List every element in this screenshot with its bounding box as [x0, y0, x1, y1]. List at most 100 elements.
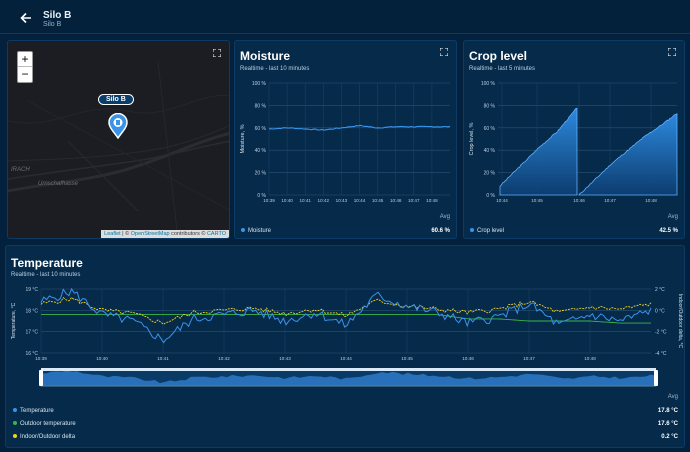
zoom-out-button[interactable]: −	[21, 67, 29, 81]
map-marker-pin-icon[interactable]	[108, 112, 128, 144]
map-place-label: IRACH	[11, 167, 30, 173]
map-tiles	[8, 60, 229, 238]
temperature-subtitle: Realtime - last 10 minutes	[11, 272, 81, 278]
x-tick-label: 10:42	[318, 198, 330, 203]
legend-moisture[interactable]: Moisture	[241, 228, 271, 234]
y-axis-label: Temperature, °C	[11, 302, 17, 339]
y-tick-label: 0 %	[486, 193, 495, 199]
y-tick-label: 40 %	[255, 148, 267, 154]
fullscreen-icon[interactable]	[213, 49, 221, 57]
x-tick-label: 10:41	[299, 198, 311, 203]
y2-tick-label: -2 °C	[655, 330, 667, 336]
crop-level-chart[interactable]: 100 % 80 % 60 % 40 % 20 % 0 %10:44 10:45 10:46 1…	[464, 71, 685, 239]
map-widget[interactable]: IRACH Urnschafhasse + − Silo B Leaflet |…	[7, 40, 230, 239]
temperature-series-line	[40, 287, 652, 344]
y-tick-label: 40 %	[484, 148, 496, 154]
attribution-leaflet-link[interactable]: Leaflet	[104, 231, 121, 237]
moisture-subtitle: Realtime - last 10 minutes	[240, 66, 310, 72]
y2-tick-label: -4 °C	[655, 351, 667, 357]
avg-header: Avg	[667, 214, 678, 220]
x-tick-label: 10:45	[531, 198, 543, 203]
attribution-osm-link[interactable]: OpenStreetMap	[130, 231, 170, 237]
avg-header: Avg	[667, 394, 678, 400]
delta-avg-value: 0.2 °C	[661, 434, 678, 440]
temperature-avg-value: 17.8 °C	[657, 408, 678, 414]
x-tick-label: 10:48	[645, 198, 657, 203]
x-tick-label: 10:44	[496, 198, 508, 203]
x-tick-label: 10:46	[462, 356, 474, 361]
legend-outdoor-temperature[interactable]: Outdoor temperature	[13, 421, 76, 427]
outdoor-temperature-avg-value: 17.6 °C	[657, 421, 678, 427]
x-tick-label: 10:44	[354, 198, 366, 203]
temperature-title: Temperature	[11, 256, 83, 270]
temperature-card: Temperature Realtime - last 10 minutes 1…	[5, 245, 685, 448]
range-slider-handle-right[interactable]	[654, 370, 658, 386]
moisture-series-line	[268, 124, 451, 131]
x-tick-label: 10:40	[281, 198, 293, 203]
y-tick-label: 60 %	[255, 126, 267, 132]
x-tick-label: 10:41	[157, 356, 169, 361]
y-tick-label: 100 %	[481, 81, 496, 87]
top-bar: Silo B Silo B	[0, 0, 690, 34]
moisture-avg-value: 60.6 %	[431, 228, 450, 234]
attribution-carto-link[interactable]: CARTO	[206, 231, 226, 237]
y2-tick-label: 2 °C	[655, 287, 665, 293]
outdoor-temperature-series-line	[41, 314, 651, 324]
x-tick-label: 10:39	[35, 356, 47, 361]
zoom-control: + −	[17, 51, 33, 83]
y2-tick-label: 0 °C	[655, 308, 665, 314]
y-tick-label: 18 °C	[25, 308, 38, 314]
moisture-title: Moisture	[240, 49, 291, 63]
legend-indoor-outdoor-delta[interactable]: Indoor/Outdoor delta	[13, 434, 75, 440]
map-attribution: Leaflet | © OpenStreetMap contributors ©…	[101, 230, 229, 238]
y-tick-label: 80 %	[255, 103, 267, 109]
temperature-chart[interactable]: 19 °C 18 °C 17 °C 16 °C 2 °C 0 °C -2 °C -4 °C 10…	[6, 282, 685, 430]
x-tick-label: 10:47	[523, 356, 535, 361]
x-tick-label: 10:48	[584, 356, 596, 361]
y-tick-label: 100 %	[252, 81, 267, 87]
moisture-chart[interactable]: 100 % 80 % 60 % 40 % 20 % 0 %10:39 10:40 10:41 1…	[235, 71, 457, 239]
x-tick-label: 10:42	[218, 356, 230, 361]
legend-crop-level[interactable]: Crop level	[470, 228, 504, 234]
map-marker-label[interactable]: Silo B	[98, 94, 134, 105]
crop-subtitle: Realtime - last 5 minutes	[469, 66, 536, 72]
x-tick-label: 10:40	[96, 356, 108, 361]
y-tick-label: 16 °C	[25, 351, 38, 357]
zoom-in-button[interactable]: +	[18, 52, 32, 67]
page-title: Silo B	[43, 10, 72, 21]
legend-temperature[interactable]: Temperature	[13, 408, 54, 414]
crop-title: Crop level	[469, 49, 528, 63]
x-tick-label: 10:39	[263, 198, 275, 203]
x-tick-label: 10:43	[336, 198, 348, 203]
y-tick-label: 20 %	[484, 171, 496, 177]
x-tick-label: 10:43	[279, 356, 291, 361]
delta-series-line	[40, 296, 652, 325]
x-tick-label: 10:48	[426, 198, 438, 203]
avg-header: Avg	[439, 214, 450, 220]
back-arrow-icon[interactable]	[18, 10, 34, 26]
range-slider-top-bar	[41, 368, 656, 371]
x-tick-label: 10:47	[408, 198, 420, 203]
fullscreen-icon[interactable]	[440, 48, 448, 56]
fullscreen-icon[interactable]	[668, 48, 676, 56]
y-tick-label: 19 °C	[25, 287, 38, 293]
y-tick-label: 60 %	[484, 126, 496, 132]
y-tick-label: 0 %	[257, 193, 266, 199]
y2-axis-label: Indoor/Outdoor delta, °C	[677, 294, 683, 349]
y-axis-label: Moisture, %	[240, 124, 246, 153]
range-slider-handle-left[interactable]	[39, 370, 43, 386]
map-street-label: Urnschafhasse	[38, 181, 79, 187]
x-tick-label: 10:44	[340, 356, 352, 361]
y-tick-label: 17 °C	[25, 330, 38, 336]
x-tick-label: 10:45	[401, 356, 413, 361]
crop-level-area-segment	[578, 113, 678, 196]
page-subtitle: Silo B	[43, 21, 62, 28]
x-tick-label: 10:45	[372, 198, 384, 203]
y-tick-label: 80 %	[484, 103, 496, 109]
range-slider-overview	[41, 370, 656, 386]
y-tick-label: 20 %	[255, 171, 267, 177]
moisture-card: Moisture Realtime - last 10 minutes 100 …	[234, 40, 457, 239]
crop-avg-value: 42.5 %	[659, 228, 678, 234]
x-tick-label: 10:46	[390, 198, 402, 203]
x-tick-label: 10:47	[604, 198, 616, 203]
